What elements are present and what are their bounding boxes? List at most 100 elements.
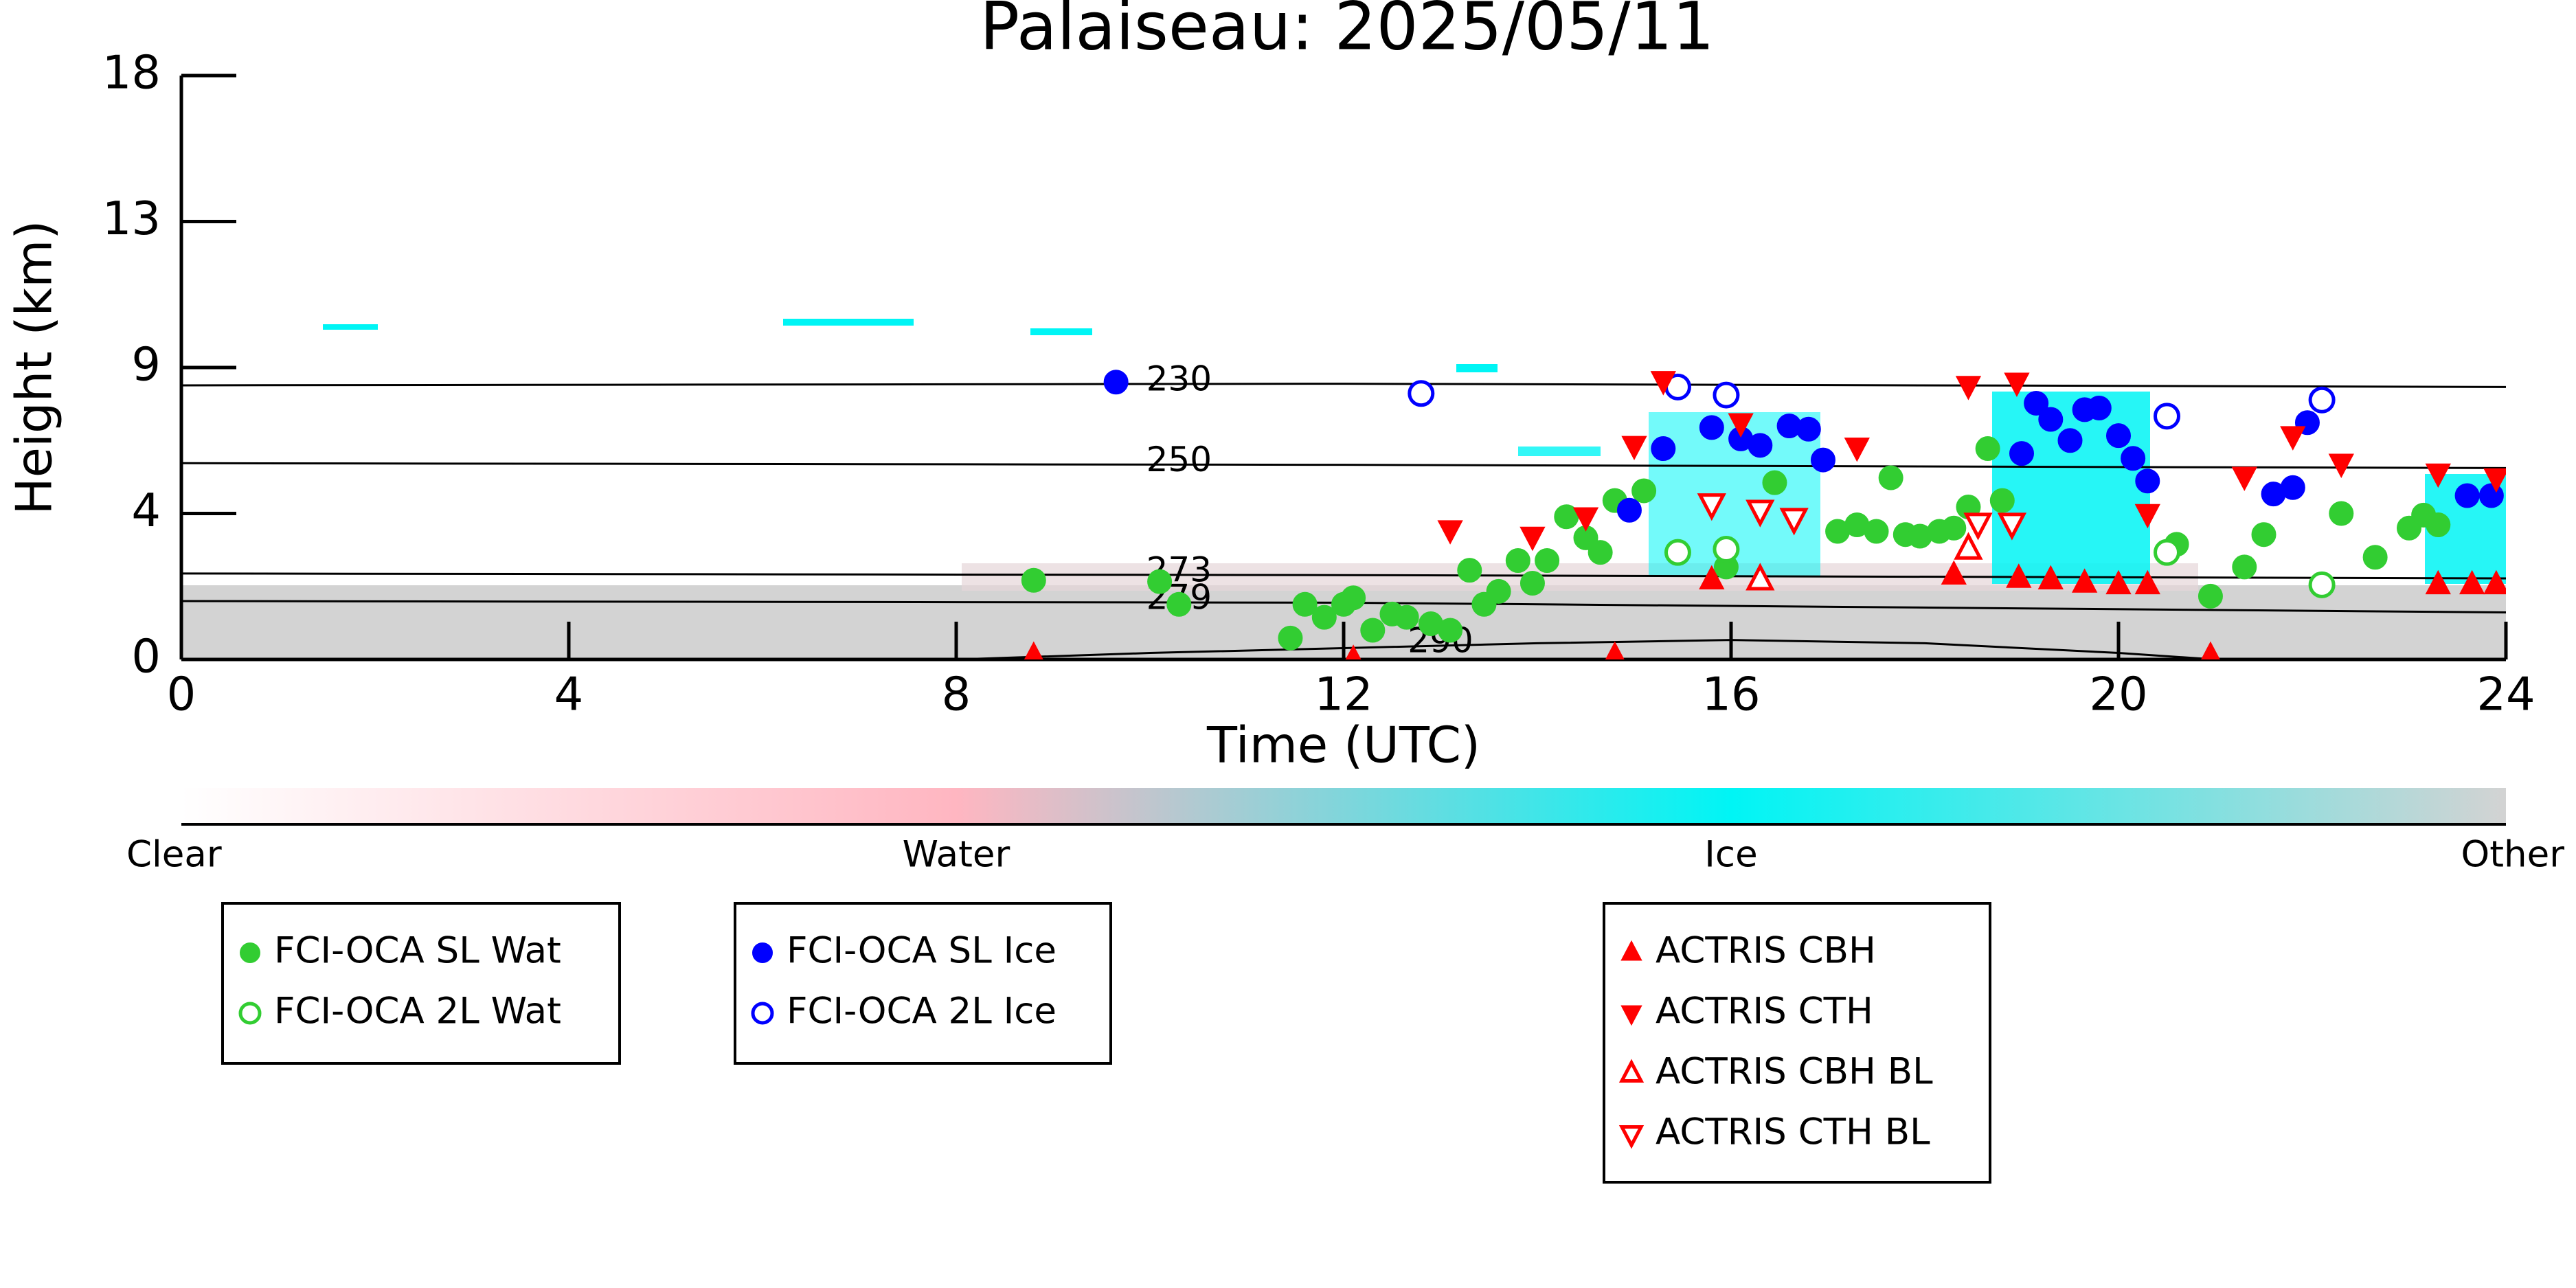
data-point bbox=[1748, 433, 1773, 458]
temperature-contour bbox=[181, 383, 2507, 388]
x-tick-label: 16 bbox=[1702, 668, 1760, 721]
data-point bbox=[1864, 519, 1889, 544]
contour-label: 230 bbox=[1146, 359, 1212, 398]
data-point bbox=[1975, 436, 2000, 462]
data-point bbox=[2308, 386, 2336, 414]
y-tick-label: 9 bbox=[131, 338, 161, 392]
legend-box bbox=[1603, 902, 1991, 1184]
legend-label: FCI-OCA 2L Ice bbox=[787, 991, 1057, 1032]
x-tick-label: 20 bbox=[2089, 668, 2147, 721]
data-point bbox=[2201, 641, 2220, 659]
data-point bbox=[1486, 578, 1511, 604]
legend-label: ACTRIS CTH bbox=[1656, 991, 1873, 1032]
data-point bbox=[2425, 463, 2451, 488]
data-point bbox=[1697, 493, 1726, 521]
data-point bbox=[1779, 508, 1809, 536]
data-point bbox=[1997, 512, 2027, 541]
legend-box bbox=[221, 902, 621, 1065]
data-point bbox=[2308, 571, 2336, 598]
y-tick-label: 18 bbox=[102, 46, 161, 100]
data-point bbox=[2478, 483, 2504, 508]
legend-marker bbox=[238, 1002, 262, 1025]
data-point bbox=[1588, 540, 1613, 565]
data-point bbox=[2197, 583, 2223, 609]
data-point bbox=[1311, 605, 1337, 630]
mask-ice bbox=[1992, 392, 2150, 584]
data-point bbox=[2483, 569, 2506, 595]
mask-ice bbox=[1456, 364, 1498, 372]
data-point bbox=[1745, 563, 1775, 591]
data-point bbox=[1292, 591, 1318, 617]
legend-label: ACTRIS CTH BL bbox=[1656, 1111, 1930, 1153]
y-tick-label: 13 bbox=[102, 192, 161, 245]
data-point bbox=[1341, 585, 1366, 611]
data-point bbox=[1103, 370, 1129, 395]
legend-label: FCI-OCA SL Wat bbox=[274, 930, 561, 972]
legend-marker bbox=[751, 1002, 774, 1025]
data-point bbox=[1631, 478, 1657, 504]
data-point bbox=[2280, 475, 2305, 500]
data-point bbox=[1699, 565, 1725, 590]
series bbox=[1437, 371, 2506, 552]
x-tick-label: 0 bbox=[167, 668, 196, 721]
data-point bbox=[2154, 539, 2180, 566]
data-point bbox=[1954, 532, 1983, 560]
data-point bbox=[1457, 558, 1482, 583]
data-point bbox=[2425, 569, 2451, 595]
data-point bbox=[1021, 567, 1046, 593]
data-point bbox=[1605, 641, 1625, 659]
series bbox=[1745, 532, 1983, 591]
legend-marker bbox=[1620, 940, 1642, 961]
x-tick-label: 8 bbox=[942, 668, 971, 721]
colorbar-label: Water bbox=[903, 834, 1010, 876]
data-point bbox=[2231, 466, 2257, 491]
legend-label: ACTRIS CBH bbox=[1656, 930, 1876, 972]
data-point bbox=[1650, 371, 1676, 396]
series bbox=[1664, 535, 2336, 598]
legend-marker bbox=[1620, 1005, 1642, 1026]
legend-marker bbox=[240, 942, 260, 963]
y-tick-label: 4 bbox=[131, 484, 161, 537]
data-point bbox=[1728, 413, 1754, 438]
data-point bbox=[2459, 569, 2485, 595]
data-point bbox=[1147, 569, 1173, 594]
mask-ice bbox=[323, 324, 378, 330]
series bbox=[1024, 560, 2506, 659]
legend-marker bbox=[1618, 1125, 1645, 1149]
data-point bbox=[1796, 416, 1821, 442]
data-point bbox=[2106, 423, 2131, 449]
data-point bbox=[2134, 504, 2160, 529]
data-point bbox=[2362, 545, 2388, 570]
data-point bbox=[1963, 512, 1993, 541]
data-point bbox=[2006, 563, 2032, 588]
data-point bbox=[2024, 390, 2049, 416]
data-point bbox=[2483, 468, 2506, 493]
data-point bbox=[1762, 470, 1787, 495]
data-point bbox=[2105, 569, 2132, 595]
data-point bbox=[1519, 526, 1546, 552]
data-point bbox=[1941, 515, 1967, 541]
x-tick-label: 12 bbox=[1314, 668, 1372, 721]
legend-label: ACTRIS CBH BL bbox=[1656, 1051, 1933, 1093]
data-point bbox=[1437, 520, 1463, 545]
x-axis-label: Time (UTC) bbox=[1206, 716, 1480, 774]
x-tick-label: 4 bbox=[554, 668, 584, 721]
data-point bbox=[1519, 571, 1545, 596]
colorbar bbox=[181, 788, 2506, 824]
data-point bbox=[1713, 381, 1740, 409]
data-point bbox=[1745, 499, 1775, 528]
data-point bbox=[1699, 415, 1724, 440]
temperature-contour bbox=[181, 462, 2507, 469]
colorbar-label: Ice bbox=[1704, 834, 1757, 876]
data-point bbox=[2426, 512, 2451, 538]
series bbox=[1408, 373, 2336, 430]
data-point bbox=[1810, 447, 1835, 473]
data-point bbox=[1505, 547, 1530, 573]
data-point bbox=[1651, 436, 1676, 462]
data-point bbox=[1713, 535, 1740, 563]
data-point bbox=[1878, 465, 1903, 490]
mask-ice bbox=[783, 319, 914, 326]
mask-ice bbox=[1518, 447, 1601, 456]
contour-label: 250 bbox=[1146, 440, 1212, 479]
colorbar-label: Clear bbox=[126, 834, 222, 876]
